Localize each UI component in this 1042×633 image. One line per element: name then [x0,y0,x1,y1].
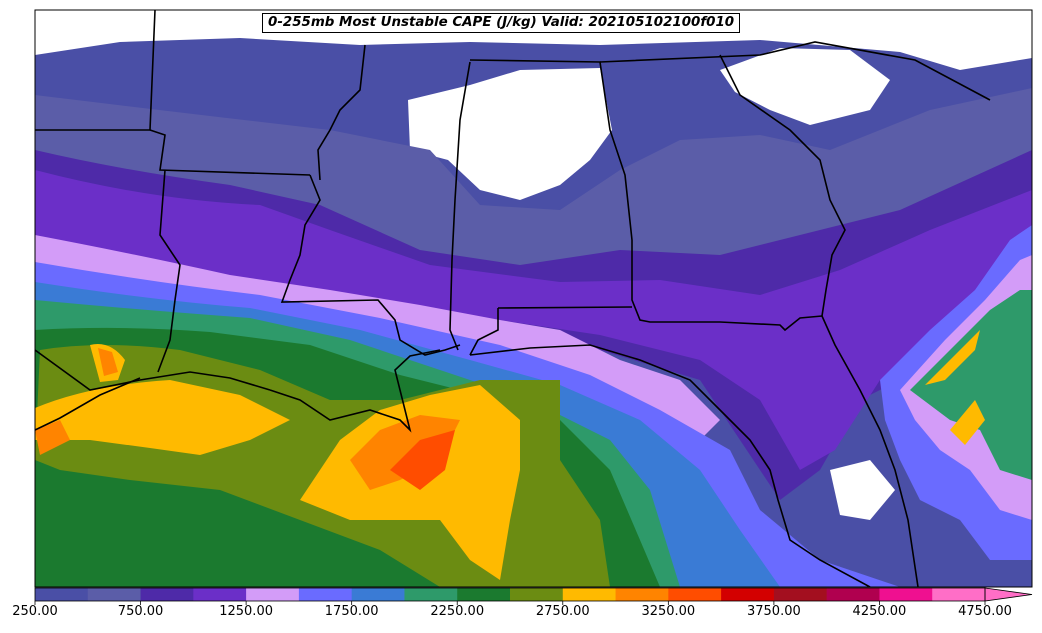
colorbar-extend-arrow [984,587,1033,602]
colorbar-segment [193,588,247,601]
colorbar-segment [351,588,405,601]
state-borders [35,10,991,587]
colorbar-tick-label: 3250.00 [641,604,696,619]
colorbar-segment [721,588,775,601]
colorbar-segment [140,588,194,601]
colorbar-segment [298,588,353,601]
colorbar-segment [457,588,511,601]
colorbar-segment [87,588,142,601]
colorbar-segment [932,588,986,601]
colorbar-tick-label: 250.00 [12,604,58,619]
colorbar-tick-label: 3750.00 [746,604,801,619]
colorbar-segment [562,588,617,601]
colorbar-segment [510,588,564,601]
colorbar-segment [773,588,828,601]
cape-field [35,10,1032,587]
colorbar-tick-label: 2250.00 [430,604,485,619]
colorbar-segment [879,588,933,601]
colorbar [34,587,1033,605]
colorbar-tick-label: 1750.00 [324,604,379,619]
colorbar-tick-label: 4250.00 [852,604,907,619]
plot-frame [34,9,1033,588]
map-title: 0-255mb Most Unstable CAPE (J/kg) Valid:… [262,13,741,33]
colorbar-outline [34,587,986,602]
colorbar-tick-label: 750.00 [117,604,164,619]
colorbar-tick-label: 1250.00 [219,604,273,619]
colorbar-tick-label: 2750.00 [535,604,590,619]
colorbar-segment [246,588,300,601]
colorbar-tick-label: 4750.00 [958,604,1012,619]
colorbar-segment [615,588,669,601]
colorbar-segment [668,588,722,601]
colorbar-segment [826,588,880,601]
colorbar-segment [404,588,458,601]
colorbar-segment [35,588,89,601]
